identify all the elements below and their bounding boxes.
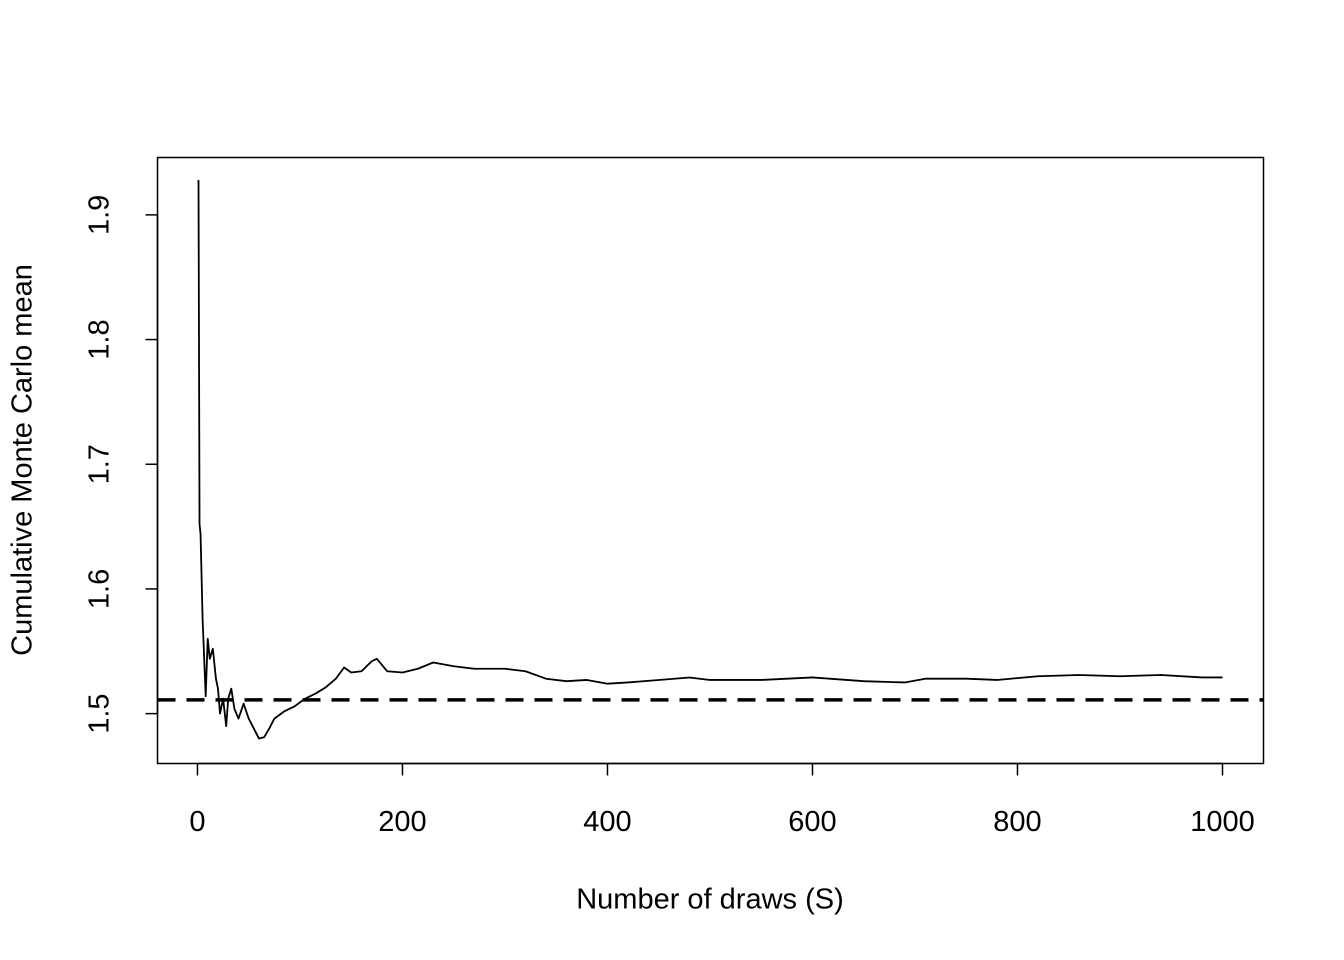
x-axis-label: Number of draws (S) [576, 884, 844, 916]
y-tick-label: 1.8 [84, 319, 116, 359]
data-line [197, 179, 1223, 740]
y-tick-label: 1.7 [84, 444, 116, 484]
x-tick-label: 1000 [1190, 806, 1255, 838]
y-tick-label: 1.6 [84, 569, 116, 609]
x-tick-label: 200 [378, 806, 426, 838]
x-tick-label: 400 [583, 806, 631, 838]
y-tick-label: 1.9 [84, 195, 116, 235]
x-tick-label: 0 [189, 806, 205, 838]
plot-box [156, 156, 1265, 765]
x-tick-label: 600 [788, 806, 836, 838]
y-axis-label: Cumulative Monte Carlo mean [7, 264, 39, 656]
y-tick-label: 1.5 [84, 693, 116, 733]
x-tick-label: 800 [993, 806, 1041, 838]
